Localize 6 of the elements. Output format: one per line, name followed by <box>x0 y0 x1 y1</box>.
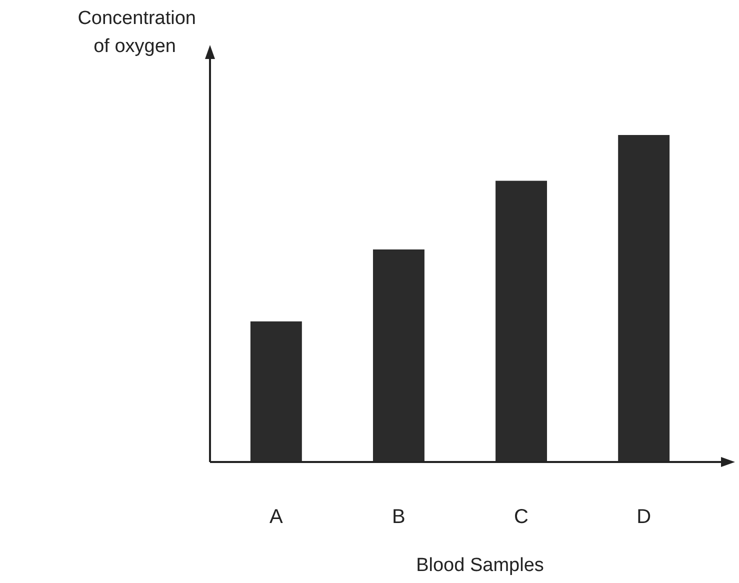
x-tick-label: D <box>636 506 652 528</box>
x-tick-label: A <box>270 506 284 528</box>
x-tick-label: B <box>392 506 406 528</box>
y-axis-title: Concentration of oxygen <box>78 8 196 57</box>
x-axis-title: Blood Samples <box>416 555 544 576</box>
x-tick-label: C <box>514 506 528 528</box>
